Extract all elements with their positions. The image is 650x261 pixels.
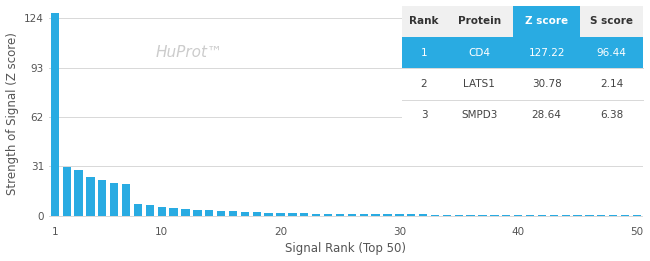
Bar [98, 180, 107, 216]
Bar [585, 215, 593, 216]
Text: LATS1: LATS1 [463, 79, 495, 89]
Text: HuProt™: HuProt™ [156, 45, 223, 60]
Bar [454, 215, 463, 216]
Bar [134, 204, 142, 216]
Bar [478, 215, 487, 216]
Bar [490, 215, 499, 216]
Text: S score: S score [590, 16, 633, 26]
Bar [146, 205, 154, 216]
Bar [633, 215, 641, 216]
Bar [157, 207, 166, 216]
Text: 28.64: 28.64 [532, 110, 562, 120]
Bar [276, 213, 285, 216]
Bar [597, 215, 606, 216]
Bar [384, 214, 392, 216]
Bar [288, 213, 296, 216]
Bar [538, 215, 546, 216]
Text: 30.78: 30.78 [532, 79, 562, 89]
Bar [348, 214, 356, 216]
Bar [170, 208, 177, 216]
Bar [205, 210, 213, 216]
Text: 96.44: 96.44 [597, 48, 627, 58]
Bar [336, 214, 344, 216]
Bar [502, 215, 510, 216]
Bar [609, 215, 618, 216]
Bar [240, 212, 249, 216]
Text: CD4: CD4 [468, 48, 490, 58]
X-axis label: Signal Rank (Top 50): Signal Rank (Top 50) [285, 242, 406, 256]
Text: 127.22: 127.22 [528, 48, 565, 58]
Bar [550, 215, 558, 216]
Bar [229, 211, 237, 216]
Bar [74, 170, 83, 216]
Bar [573, 215, 582, 216]
Text: Z score: Z score [525, 16, 568, 26]
Text: 2: 2 [421, 79, 427, 89]
Bar [324, 214, 332, 216]
Text: 3: 3 [421, 110, 427, 120]
Bar [443, 215, 451, 216]
Bar [431, 215, 439, 216]
Bar [300, 213, 309, 216]
Text: Protein: Protein [458, 16, 501, 26]
Bar [122, 184, 130, 216]
Text: 1: 1 [421, 48, 427, 58]
Bar [217, 211, 226, 216]
Text: 2.14: 2.14 [600, 79, 623, 89]
Bar [395, 214, 404, 216]
Bar [312, 213, 320, 216]
Bar [253, 212, 261, 216]
Bar [419, 215, 427, 216]
Bar [407, 214, 415, 216]
Bar [371, 214, 380, 216]
Bar [514, 215, 523, 216]
Bar [86, 177, 95, 216]
Bar [526, 215, 534, 216]
Bar [562, 215, 570, 216]
Bar [62, 167, 71, 216]
Y-axis label: Strength of Signal (Z score): Strength of Signal (Z score) [6, 32, 19, 195]
Text: SMPD3: SMPD3 [461, 110, 497, 120]
Bar [265, 213, 273, 216]
Bar [193, 210, 202, 216]
Bar [110, 183, 118, 216]
Bar [467, 215, 474, 216]
Text: Rank: Rank [410, 16, 439, 26]
Bar [51, 13, 59, 216]
Bar [621, 215, 629, 216]
Text: 6.38: 6.38 [600, 110, 623, 120]
Bar [181, 209, 190, 216]
Bar [359, 214, 368, 216]
